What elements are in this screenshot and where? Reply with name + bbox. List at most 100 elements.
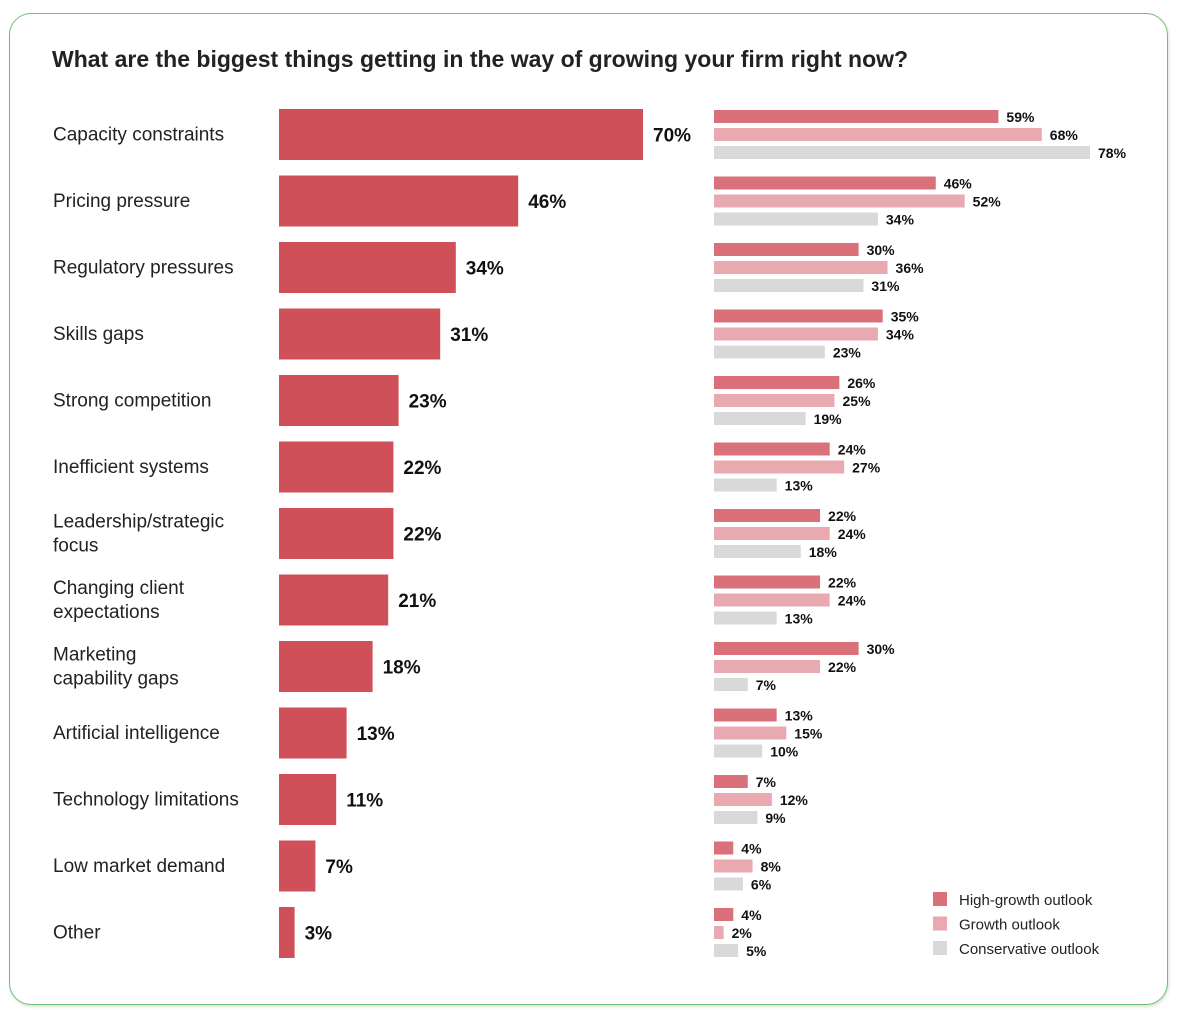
series-bar-3 [714,545,801,558]
main-bar [279,774,337,825]
series-bar-value: 4% [741,907,762,923]
main-bar-value: 18% [383,658,421,679]
series-bar-3 [714,345,825,359]
category-label: expectations [53,602,160,623]
series-bar-1 [714,243,859,256]
category-label: Pricing pressure [53,191,190,212]
category-label: Inefficient systems [53,457,209,478]
series-bar-value: 30% [867,242,896,258]
series-bar-1 [714,176,936,190]
series-bar-2 [714,926,724,939]
series-bar-value: 10% [770,744,799,760]
main-bar [279,441,394,493]
main-bar-value: 3% [305,924,333,945]
series-bar-3 [714,412,806,425]
series-bar-value: 78% [1098,145,1127,161]
series-bar-value: 31% [871,278,900,294]
series-bar-2 [714,527,830,540]
category-label: Other [53,923,101,944]
series-bar-2 [714,593,830,607]
main-bar-value: 7% [325,857,353,878]
series-bar-value: 25% [843,393,872,409]
series-bar-value: 24% [838,526,867,542]
series-bar-2 [714,194,965,208]
main-bar-value: 21% [398,591,436,612]
series-bar-2 [714,261,888,274]
series-bar-1 [714,309,883,323]
series-bar-2 [714,726,787,740]
main-bar-value: 13% [357,724,395,745]
series-bar-value: 27% [852,460,881,476]
legend-label: High-growth outlook [959,892,1093,909]
main-bar [279,840,316,892]
category-label: Technology limitations [53,790,239,811]
category-label: Low market demand [53,856,225,877]
series-bar-1 [714,509,821,522]
legend-swatch [933,941,947,955]
series-bar-2 [714,793,772,806]
category-label: Changing client [53,578,185,599]
main-bar [279,574,389,626]
legend-label: Growth outlook [959,917,1060,934]
series-bar-3 [714,678,748,691]
series-bar-3 [714,279,864,292]
series-bar-value: 19% [814,411,843,427]
series-bar-value: 24% [838,593,867,609]
main-bar [279,175,519,227]
series-bar-1 [714,642,859,655]
series-bar-3 [714,944,739,957]
legend-swatch [933,916,947,931]
series-bar-3 [714,811,758,824]
category-label: Regulatory pressures [53,258,234,279]
series-bar-value: 9% [765,810,786,826]
series-bar-value: 24% [838,442,867,458]
category-label: Strong competition [53,391,211,412]
series-bar-value: 34% [886,327,915,343]
series-bar-value: 13% [785,611,814,627]
series-bar-value: 34% [886,212,915,228]
series-bar-1 [714,708,777,722]
legend-swatch [933,892,947,906]
legend-label: Conservative outlook [959,941,1100,958]
category-label: capability gaps [53,669,179,690]
category-label: Capacity constraints [53,125,224,146]
series-bar-3 [714,212,878,226]
series-bar-value: 6% [751,877,772,893]
series-bar-value: 22% [828,575,857,591]
main-bar [279,375,399,426]
main-bar [279,641,373,692]
series-bar-value: 23% [833,345,862,361]
series-bar-2 [714,859,753,873]
series-bar-2 [714,394,835,407]
main-bar [279,109,643,160]
series-bar-value: 13% [785,708,814,724]
main-bar [279,242,456,293]
series-bar-2 [714,660,821,673]
series-bar-value: 7% [756,677,777,693]
category-label: Marketing [53,645,136,666]
chart-card [9,13,1168,1005]
series-bar-value: 8% [761,859,782,875]
series-bar-3 [714,478,777,492]
category-label: Leadership/strategic [53,512,224,533]
series-bar-value: 15% [794,726,823,742]
series-bar-value: 22% [828,508,857,524]
main-bar-value: 31% [450,325,488,346]
series-bar-value: 35% [891,309,920,325]
series-bar-3 [714,611,777,625]
series-bar-value: 5% [746,943,767,959]
chart-title: What are the biggest things getting in t… [52,46,909,72]
series-bar-1 [714,908,734,921]
series-bar-3 [714,877,743,891]
series-bar-value: 36% [896,260,925,276]
series-bar-value: 22% [828,659,857,675]
main-bar [279,707,347,759]
series-bar-1 [714,442,830,456]
series-bar-value: 4% [741,841,762,857]
series-bar-1 [714,575,821,589]
series-bar-value: 46% [944,176,973,192]
series-bar-value: 7% [756,774,777,790]
series-bar-2 [714,128,1042,141]
main-bar-value: 46% [528,192,566,213]
